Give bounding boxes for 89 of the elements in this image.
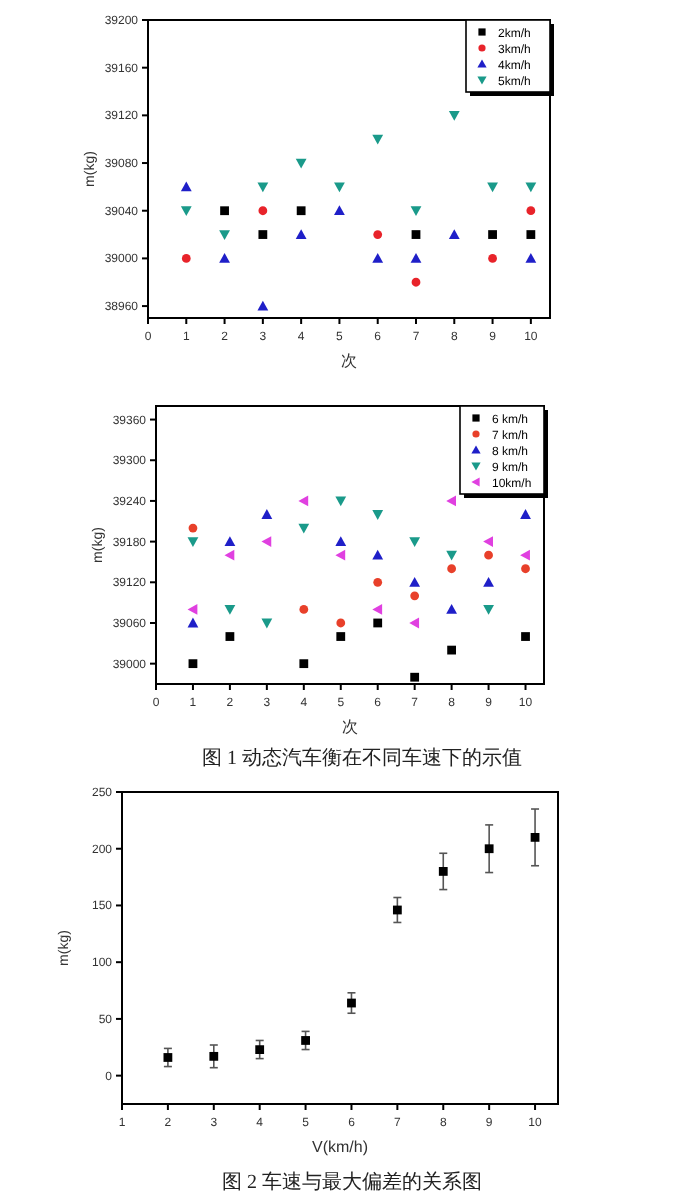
point: [257, 182, 269, 193]
point: [187, 537, 199, 548]
point: [187, 617, 199, 628]
point: [409, 537, 421, 548]
point: [224, 605, 236, 615]
point: [373, 230, 383, 239]
point: [410, 206, 422, 217]
point: [295, 158, 307, 169]
point: [525, 253, 537, 263]
point: [392, 905, 402, 915]
point: [180, 206, 192, 217]
point: [188, 523, 198, 533]
point: [483, 576, 494, 587]
point: [187, 604, 198, 615]
point: [372, 134, 384, 145]
point: [448, 229, 460, 239]
point: [261, 536, 272, 548]
point: [296, 206, 306, 216]
point: [224, 549, 235, 561]
point: [372, 253, 384, 263]
point: [438, 867, 448, 876]
point: [447, 564, 457, 574]
point: [181, 254, 191, 263]
point: [220, 206, 229, 216]
point: [298, 523, 310, 534]
point: [410, 672, 420, 682]
point: [295, 229, 307, 239]
point: [261, 509, 273, 519]
point: [488, 254, 497, 263]
point: [525, 182, 537, 193]
point: [410, 253, 422, 263]
point: [163, 1053, 173, 1062]
point: [447, 645, 457, 655]
point: [299, 659, 309, 669]
point: [219, 230, 230, 240]
point: [372, 604, 383, 615]
x-axis-title: 次: [341, 352, 357, 370]
point: [334, 182, 345, 193]
point: [258, 230, 268, 239]
point: [409, 617, 420, 629]
point: [488, 230, 497, 239]
point: [335, 549, 346, 561]
point: [335, 496, 347, 507]
point: [484, 550, 493, 560]
point: [209, 1051, 219, 1061]
point: [373, 618, 383, 628]
point: [188, 659, 198, 669]
point: [448, 110, 460, 121]
point: [411, 277, 421, 287]
point: [526, 206, 536, 216]
point: [261, 618, 273, 629]
point: [219, 253, 230, 263]
point: [446, 604, 458, 614]
point: [301, 1036, 310, 1045]
point: [225, 632, 235, 641]
point: [373, 577, 383, 587]
point: [255, 1045, 265, 1054]
point: [180, 181, 192, 192]
x-axis-title: V(km/h): [312, 1138, 369, 1156]
point: [336, 618, 346, 628]
point: [483, 536, 493, 548]
point: [299, 605, 309, 614]
point: [336, 632, 346, 641]
caption: 图 2 车速与最大偏差的关系图: [222, 1170, 482, 1194]
point: [257, 300, 269, 311]
point: [521, 632, 530, 641]
point: [411, 230, 421, 239]
point: [487, 182, 498, 193]
point: [446, 550, 458, 561]
point: [526, 230, 536, 239]
point: [520, 509, 531, 519]
point: [224, 536, 236, 547]
point: [520, 549, 530, 561]
point: [335, 536, 347, 547]
point: [484, 844, 494, 854]
point: [347, 998, 356, 1008]
point: [483, 605, 494, 615]
point: [334, 205, 345, 216]
point: [298, 495, 309, 507]
x-axis-title: 次: [342, 718, 358, 736]
point: [446, 495, 457, 507]
point: [410, 591, 420, 601]
point: [372, 549, 384, 560]
point: [530, 832, 540, 842]
point: [372, 510, 384, 520]
point: [409, 576, 421, 587]
point: [521, 564, 530, 574]
caption: 图 1 动态汽车衡在不同车速下的示值: [202, 746, 522, 770]
point: [258, 206, 268, 216]
